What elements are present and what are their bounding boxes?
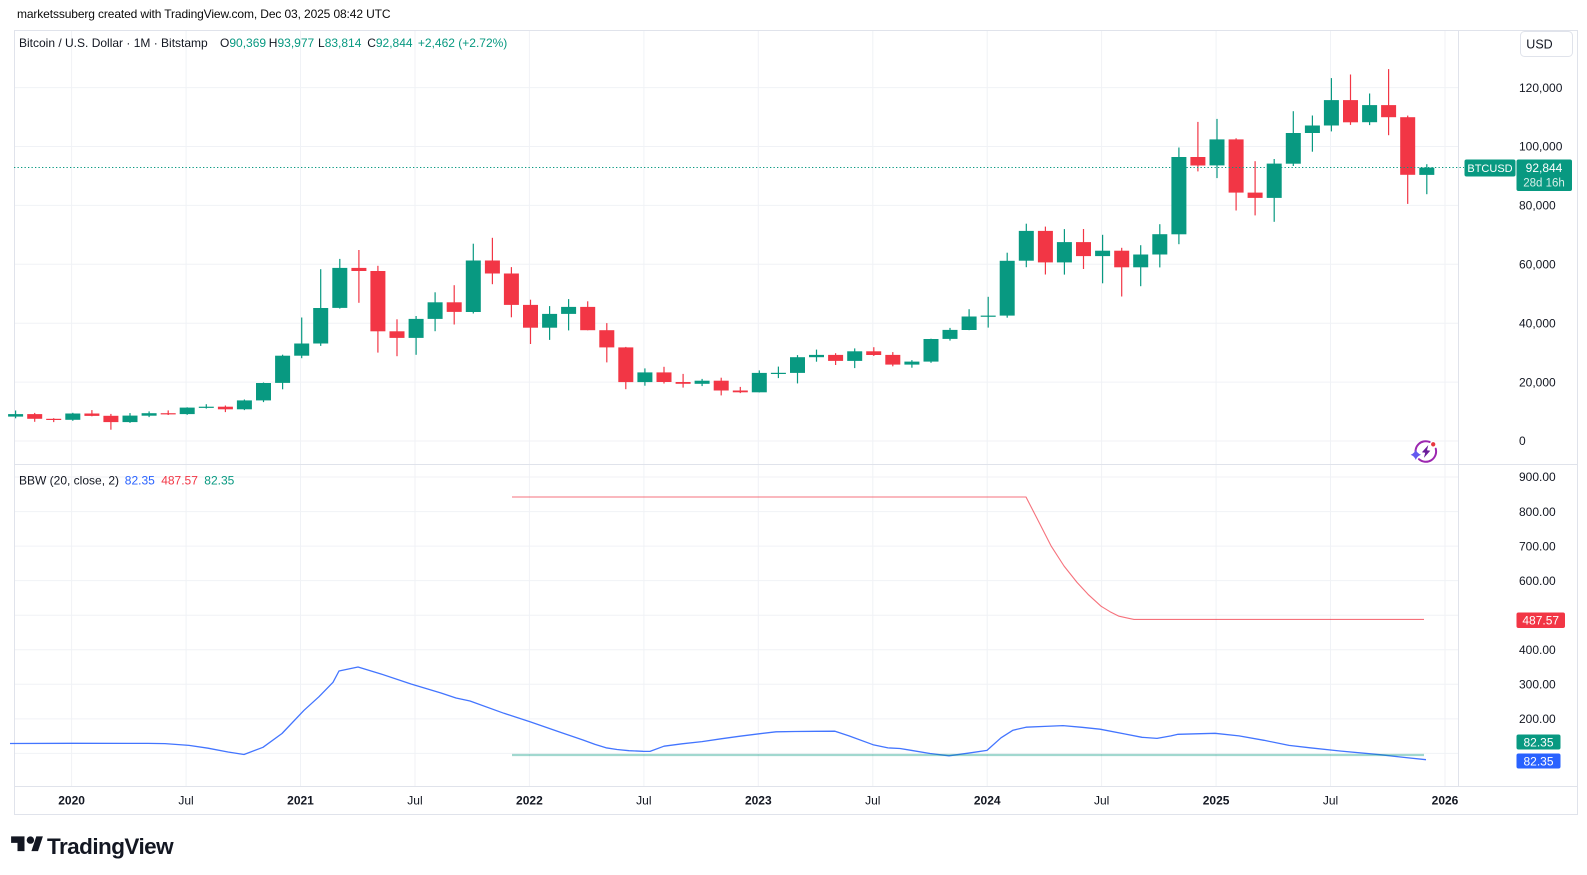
svg-text:Jul: Jul	[636, 794, 651, 808]
svg-text:600.00: 600.00	[1519, 574, 1556, 588]
svg-text:H93,977: H93,977	[269, 36, 315, 50]
svg-text:82.35: 82.35	[204, 474, 234, 488]
svg-text:marketssuberg created with Tra: marketssuberg created with TradingView.c…	[17, 7, 391, 21]
svg-text:Bitcoin / U.S. Dollar · 1M · B: Bitcoin / U.S. Dollar · 1M · Bitstamp	[19, 36, 208, 50]
svg-text:TradingView: TradingView	[47, 834, 174, 859]
svg-text:Jul: Jul	[865, 794, 880, 808]
svg-text:487.57: 487.57	[161, 474, 198, 488]
svg-text:400.00: 400.00	[1519, 643, 1556, 657]
svg-text:40,000: 40,000	[1519, 316, 1556, 330]
svg-text:BBW (20, close, 2): BBW (20, close, 2)	[19, 474, 119, 488]
svg-text:USD: USD	[1526, 38, 1552, 52]
svg-text:L83,814: L83,814	[318, 36, 362, 50]
svg-text:2022: 2022	[516, 794, 543, 808]
svg-text:82.35: 82.35	[1523, 736, 1553, 750]
svg-text:Jul: Jul	[407, 794, 422, 808]
svg-text:92,844: 92,844	[1526, 161, 1563, 175]
svg-text:Jul: Jul	[1094, 794, 1109, 808]
svg-text:800.00: 800.00	[1519, 505, 1556, 519]
svg-text:120,000: 120,000	[1519, 81, 1563, 95]
svg-text:2025: 2025	[1203, 794, 1230, 808]
svg-text:700.00: 700.00	[1519, 539, 1556, 553]
svg-text:80,000: 80,000	[1519, 199, 1556, 213]
svg-text:60,000: 60,000	[1519, 258, 1556, 272]
svg-text:2020: 2020	[58, 794, 85, 808]
svg-text:BTCUSD: BTCUSD	[1467, 163, 1512, 175]
svg-text:2023: 2023	[745, 794, 772, 808]
svg-text:+2,462 (+2.72%): +2,462 (+2.72%)	[418, 36, 507, 50]
svg-text:2026: 2026	[1432, 794, 1459, 808]
svg-text:300.00: 300.00	[1519, 678, 1556, 692]
svg-text:0: 0	[1519, 434, 1526, 448]
svg-text:20,000: 20,000	[1519, 375, 1556, 389]
svg-text:487.57: 487.57	[1522, 614, 1559, 628]
svg-text:2021: 2021	[287, 794, 314, 808]
svg-text:Jul: Jul	[178, 794, 193, 808]
svg-text:Jul: Jul	[1323, 794, 1338, 808]
svg-text:82.35: 82.35	[125, 474, 155, 488]
svg-text:82.35: 82.35	[1523, 755, 1553, 769]
svg-text:2024: 2024	[974, 794, 1001, 808]
svg-text:28d 16h: 28d 16h	[1523, 178, 1565, 190]
svg-text:C92,844: C92,844	[367, 36, 413, 50]
svg-text:200.00: 200.00	[1519, 712, 1556, 726]
svg-text:100,000: 100,000	[1519, 140, 1563, 154]
svg-text:O90,369: O90,369	[220, 36, 266, 50]
svg-text:900.00: 900.00	[1519, 470, 1556, 484]
